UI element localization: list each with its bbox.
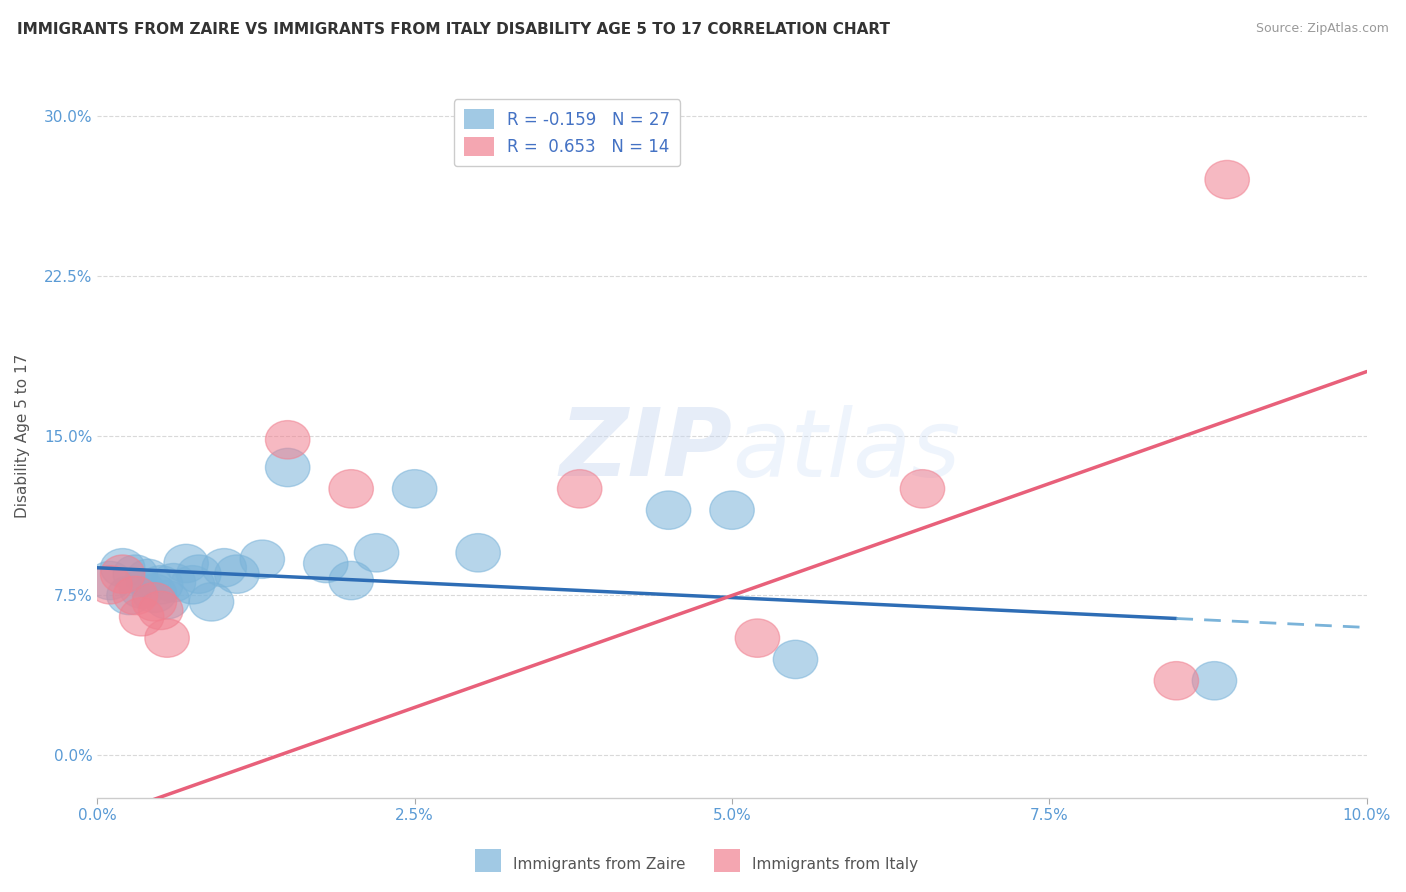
Text: IMMIGRANTS FROM ZAIRE VS IMMIGRANTS FROM ITALY DISABILITY AGE 5 TO 17 CORRELATIO: IMMIGRANTS FROM ZAIRE VS IMMIGRANTS FROM…	[17, 22, 890, 37]
Ellipse shape	[392, 470, 437, 508]
Text: ZIP: ZIP	[560, 404, 733, 496]
Ellipse shape	[132, 574, 177, 613]
Ellipse shape	[735, 619, 780, 657]
Ellipse shape	[329, 470, 374, 508]
Text: Source: ZipAtlas.com: Source: ZipAtlas.com	[1256, 22, 1389, 36]
Ellipse shape	[145, 581, 190, 619]
Ellipse shape	[112, 555, 157, 593]
Ellipse shape	[557, 470, 602, 508]
Ellipse shape	[120, 570, 165, 608]
Ellipse shape	[647, 491, 690, 529]
Ellipse shape	[165, 544, 208, 582]
Ellipse shape	[240, 540, 284, 578]
Ellipse shape	[87, 566, 132, 604]
Ellipse shape	[145, 619, 190, 657]
Ellipse shape	[900, 470, 945, 508]
Ellipse shape	[456, 533, 501, 572]
Ellipse shape	[266, 421, 309, 459]
Ellipse shape	[1154, 662, 1198, 700]
Ellipse shape	[152, 564, 195, 602]
Ellipse shape	[177, 555, 221, 593]
Ellipse shape	[1205, 161, 1250, 199]
Ellipse shape	[304, 544, 349, 582]
Ellipse shape	[329, 561, 374, 599]
Ellipse shape	[1192, 662, 1237, 700]
Ellipse shape	[139, 566, 183, 604]
Y-axis label: Disability Age 5 to 17: Disability Age 5 to 17	[15, 353, 30, 517]
Text: Immigrants from Zaire: Immigrants from Zaire	[513, 857, 686, 872]
Legend: R = -0.159   N = 27, R =  0.653   N = 14: R = -0.159 N = 27, R = 0.653 N = 14	[454, 99, 681, 166]
Ellipse shape	[125, 559, 170, 598]
Text: atlas: atlas	[733, 405, 960, 496]
Ellipse shape	[215, 555, 259, 593]
Ellipse shape	[354, 533, 399, 572]
Ellipse shape	[100, 555, 145, 593]
Ellipse shape	[773, 640, 818, 679]
Ellipse shape	[710, 491, 754, 529]
Ellipse shape	[202, 549, 246, 587]
Ellipse shape	[112, 576, 157, 615]
Ellipse shape	[87, 561, 132, 599]
Ellipse shape	[132, 582, 177, 621]
Ellipse shape	[170, 566, 215, 604]
Text: Immigrants from Italy: Immigrants from Italy	[752, 857, 918, 872]
Ellipse shape	[107, 576, 152, 615]
Ellipse shape	[139, 591, 183, 630]
Ellipse shape	[266, 449, 309, 487]
Ellipse shape	[120, 598, 165, 636]
Ellipse shape	[190, 582, 233, 621]
Ellipse shape	[100, 549, 145, 587]
